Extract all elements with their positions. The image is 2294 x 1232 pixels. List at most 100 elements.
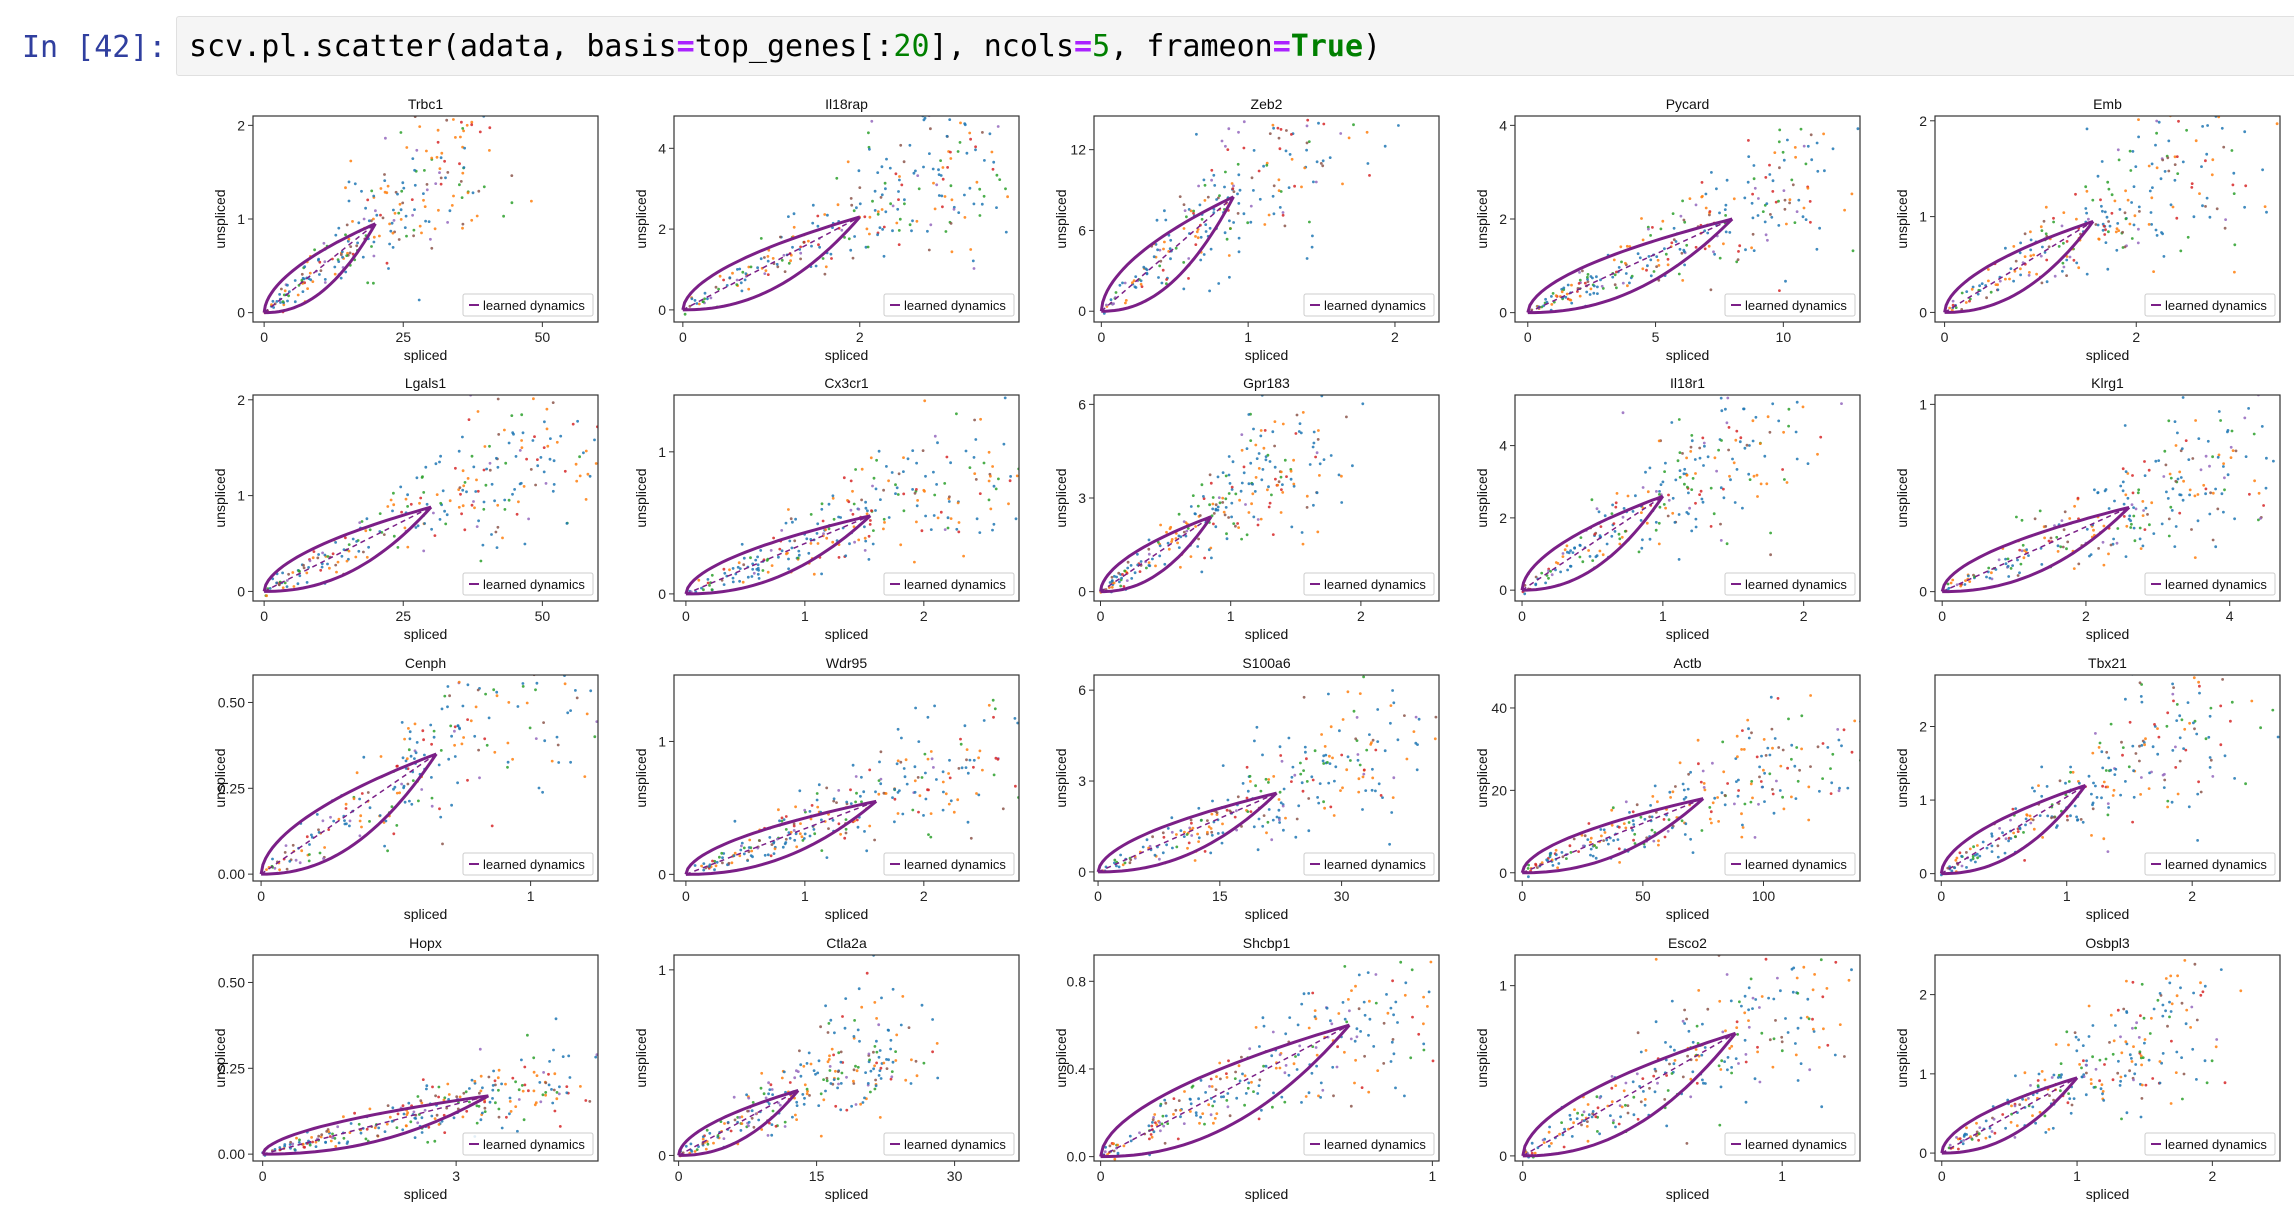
scatter-point bbox=[344, 536, 347, 540]
scatter-point bbox=[945, 134, 949, 138]
scatter-point bbox=[812, 572, 816, 576]
scatter-point bbox=[1315, 491, 1319, 495]
scatter-point bbox=[468, 1100, 471, 1104]
scatter-point bbox=[1266, 820, 1270, 824]
scatter-point bbox=[413, 722, 417, 726]
scatter-point bbox=[791, 1115, 794, 1119]
scatter-point bbox=[551, 401, 555, 404]
scatter-point bbox=[2031, 818, 2035, 822]
scatter-point bbox=[2114, 767, 2118, 771]
scatter-point bbox=[2156, 727, 2159, 730]
scatter-point bbox=[2171, 682, 2175, 686]
scatter-point bbox=[1737, 250, 1740, 253]
scatter-point bbox=[766, 255, 770, 258]
scatter-point bbox=[1763, 800, 1766, 803]
scatter-point bbox=[834, 1104, 838, 1108]
scatter-point bbox=[760, 1128, 764, 1131]
scatter-point bbox=[900, 736, 903, 740]
scatter-point bbox=[379, 213, 382, 217]
scatter-point bbox=[2023, 859, 2026, 862]
scatter-point bbox=[2137, 205, 2141, 209]
scatter-point bbox=[1232, 190, 1236, 194]
scatter-point bbox=[1718, 211, 1721, 215]
scatter-point bbox=[2124, 780, 2127, 783]
x-tick-label: 0 bbox=[679, 329, 687, 345]
scatter-point bbox=[1272, 212, 1276, 216]
scatter-point bbox=[819, 1092, 823, 1096]
axes-frame bbox=[1934, 394, 2281, 602]
scatter-point bbox=[1232, 522, 1236, 525]
scatter-point bbox=[293, 1148, 297, 1152]
scatter-point bbox=[1108, 581, 1112, 584]
scatter-point bbox=[468, 1087, 471, 1090]
scatter-point bbox=[1752, 164, 1756, 167]
scatter-point bbox=[969, 248, 973, 251]
scatter-point bbox=[703, 297, 706, 301]
legend-box bbox=[883, 852, 1015, 876]
scatter-point bbox=[1743, 446, 1747, 450]
scatter-point bbox=[1120, 576, 1123, 580]
scatter-point bbox=[877, 1023, 881, 1027]
scatter-point bbox=[2166, 711, 2170, 715]
scatter-point bbox=[2174, 444, 2178, 447]
scatter-point bbox=[1324, 753, 1328, 757]
scatter-point bbox=[1595, 275, 1598, 279]
scatter-point bbox=[1195, 230, 1199, 234]
scatter-point bbox=[1321, 164, 1325, 168]
scatter-point bbox=[1013, 717, 1017, 720]
scatter-point bbox=[2220, 492, 2224, 496]
scatter-point bbox=[1611, 503, 1614, 507]
y-tick-label: 6 bbox=[1078, 222, 1086, 238]
scatter-point bbox=[1752, 249, 1756, 253]
scatter-point bbox=[2131, 820, 2135, 824]
scatter-point bbox=[1170, 816, 1174, 820]
scatter-point bbox=[915, 504, 919, 508]
scatter-point bbox=[1009, 475, 1012, 478]
dynamics-lower-curve bbox=[685, 514, 872, 596]
scatter-point bbox=[1198, 203, 1202, 207]
scatter-point bbox=[2100, 750, 2104, 754]
scatter-point bbox=[837, 789, 841, 792]
scatter-point bbox=[2202, 483, 2206, 487]
scatter-point bbox=[1305, 257, 1309, 260]
scatter-point bbox=[1290, 133, 1293, 136]
scatter-point bbox=[539, 456, 543, 459]
scatter-point bbox=[431, 1085, 434, 1089]
scatter-point bbox=[894, 172, 898, 176]
scatter-point bbox=[1264, 777, 1268, 781]
scatter-point bbox=[883, 521, 886, 524]
code-token: top_genes[: bbox=[694, 29, 894, 64]
scatter-point bbox=[2253, 479, 2257, 483]
scatter-point bbox=[551, 643, 554, 646]
scatter-point bbox=[2275, 122, 2279, 126]
scatter-point bbox=[769, 854, 773, 858]
scatter-point bbox=[885, 1058, 888, 1061]
scatter-point bbox=[2150, 196, 2154, 200]
scatter-point bbox=[1257, 452, 1261, 455]
scatter-point bbox=[2214, 545, 2218, 549]
code-cell-input[interactable]: scv.pl.scatter(adata, basis=top_genes[:2… bbox=[176, 16, 2294, 76]
scatter-point bbox=[2007, 839, 2010, 843]
scatter-point bbox=[1621, 411, 1625, 415]
scatter-point bbox=[492, 688, 496, 692]
scatter-point bbox=[535, 681, 539, 685]
scatter-point bbox=[2107, 552, 2110, 556]
scatter-point bbox=[1156, 248, 1159, 252]
scatter-point bbox=[1196, 236, 1200, 240]
axes-frame bbox=[1514, 674, 1861, 882]
scatter-point bbox=[1610, 512, 1614, 515]
legend-box bbox=[1724, 293, 1856, 317]
scatter-point bbox=[1389, 721, 1392, 725]
y-axis-label: unspliced bbox=[212, 1028, 228, 1087]
scatter-point bbox=[827, 1022, 831, 1025]
scatter-point bbox=[1112, 1149, 1116, 1153]
scatter-point bbox=[852, 1068, 856, 1072]
scatter-point bbox=[2042, 219, 2046, 223]
scatter-point bbox=[2178, 714, 2182, 718]
scatter-point bbox=[1840, 744, 1843, 748]
scatter-point bbox=[437, 1085, 441, 1089]
scatter-point bbox=[882, 488, 885, 492]
scatter-point bbox=[757, 1118, 761, 1122]
scatter-point bbox=[1721, 740, 1725, 744]
scatter-point bbox=[1257, 467, 1261, 470]
